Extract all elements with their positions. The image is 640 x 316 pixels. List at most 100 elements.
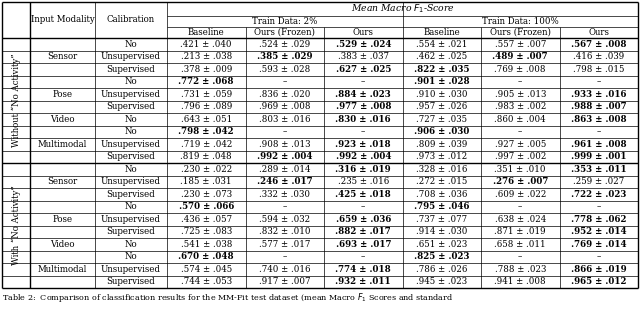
Text: .651 ± .023: .651 ± .023 — [416, 240, 467, 249]
Text: –: – — [283, 127, 287, 136]
Text: –: – — [518, 127, 522, 136]
Text: Sensor: Sensor — [47, 52, 77, 61]
Text: Supervised: Supervised — [107, 102, 156, 111]
Text: .462 ± .025: .462 ± .025 — [416, 52, 467, 61]
Text: .825 ± .023: .825 ± .023 — [414, 252, 470, 261]
Text: .927 ± .005: .927 ± .005 — [495, 140, 546, 149]
Text: .941 ± .008: .941 ± .008 — [495, 277, 546, 286]
Text: .803 ± .016: .803 ± .016 — [259, 115, 310, 124]
Text: .860 ± .004: .860 ± .004 — [495, 115, 546, 124]
Text: .772 ± .068: .772 ± .068 — [179, 77, 234, 86]
Text: .554 ± .021: .554 ± .021 — [416, 40, 467, 49]
Text: .997 ± .002: .997 ± .002 — [495, 152, 546, 161]
Text: .328 ± .016: .328 ± .016 — [416, 165, 467, 174]
Text: .489 ± .007: .489 ± .007 — [492, 52, 548, 61]
Text: .421 ± .040: .421 ± .040 — [180, 40, 232, 49]
Text: .659 ± .036: .659 ± .036 — [335, 215, 391, 224]
Text: Ours: Ours — [588, 28, 609, 37]
Text: .643 ± .051: .643 ± .051 — [180, 115, 232, 124]
Text: .289 ± .014: .289 ± .014 — [259, 165, 310, 174]
Text: –: – — [596, 202, 601, 211]
Text: .778 ± .062: .778 ± .062 — [571, 215, 627, 224]
Text: .740 ± .016: .740 ± .016 — [259, 265, 310, 274]
Text: .901 ± .028: .901 ± .028 — [414, 77, 470, 86]
Text: .722 ± .023: .722 ± .023 — [571, 190, 627, 199]
Text: –: – — [283, 77, 287, 86]
Text: .570 ± .066: .570 ± .066 — [179, 202, 234, 211]
Text: .796 ± .089: .796 ± .089 — [180, 102, 232, 111]
Text: –: – — [518, 252, 522, 261]
Text: Unsupervised: Unsupervised — [101, 177, 161, 186]
Text: .609 ± .022: .609 ± .022 — [495, 190, 546, 199]
Text: .774 ± .018: .774 ± .018 — [335, 265, 391, 274]
Text: .658 ± .011: .658 ± .011 — [495, 240, 546, 249]
Text: .727 ± .035: .727 ± .035 — [416, 115, 467, 124]
Text: .906 ± .030: .906 ± .030 — [414, 127, 469, 136]
Text: .594 ± .032: .594 ± .032 — [259, 215, 310, 224]
Text: –: – — [596, 127, 601, 136]
Text: .819 ± .048: .819 ± .048 — [180, 152, 232, 161]
Text: .965 ± .012: .965 ± .012 — [571, 277, 627, 286]
Text: Unsupervised: Unsupervised — [101, 140, 161, 149]
Text: .230 ± .073: .230 ± .073 — [180, 190, 232, 199]
Text: .383 ± .037: .383 ± .037 — [338, 52, 388, 61]
Text: Sensor: Sensor — [47, 177, 77, 186]
Text: .235 ± .016: .235 ± .016 — [338, 177, 389, 186]
Text: .961 ± .008: .961 ± .008 — [571, 140, 627, 149]
Text: –: – — [283, 202, 287, 211]
Text: .992 ± .004: .992 ± .004 — [257, 152, 312, 161]
Text: No: No — [125, 127, 138, 136]
Text: .353 ± .011: .353 ± .011 — [571, 165, 627, 174]
Text: .992 ± .004: .992 ± .004 — [335, 152, 391, 161]
Text: .529 ± .024: .529 ± .024 — [335, 40, 391, 49]
Text: .945 ± .023: .945 ± .023 — [416, 277, 467, 286]
Text: .988 ± .007: .988 ± .007 — [571, 102, 627, 111]
Text: .737 ± .077: .737 ± .077 — [416, 215, 467, 224]
Text: .983 ± .002: .983 ± .002 — [495, 102, 546, 111]
Text: Baseline: Baseline — [424, 28, 460, 37]
Text: .910 ± .030: .910 ± .030 — [416, 90, 467, 99]
Text: .882 ± .017: .882 ± .017 — [335, 227, 391, 236]
Text: –: – — [361, 202, 365, 211]
Text: .593 ± .028: .593 ± .028 — [259, 65, 310, 74]
Text: .425 ± .018: .425 ± .018 — [335, 190, 391, 199]
Text: Input Modality: Input Modality — [31, 15, 94, 25]
Text: Supervised: Supervised — [107, 65, 156, 74]
Text: .769 ± .014: .769 ± .014 — [571, 240, 627, 249]
Text: –: – — [596, 77, 601, 86]
Text: No: No — [125, 40, 138, 49]
Text: .708 ± .036: .708 ± .036 — [416, 190, 467, 199]
Text: .933 ± .016: .933 ± .016 — [571, 90, 627, 99]
Text: –: – — [361, 127, 365, 136]
Text: Video: Video — [51, 115, 75, 124]
Text: Pose: Pose — [52, 215, 72, 224]
Text: –: – — [361, 252, 365, 261]
Text: .786 ± .026: .786 ± .026 — [416, 265, 467, 274]
Text: .977 ± .008: .977 ± .008 — [335, 102, 391, 111]
Text: .905 ± .013: .905 ± .013 — [495, 90, 546, 99]
Text: No: No — [125, 165, 138, 174]
Text: With “No Activity”: With “No Activity” — [12, 185, 20, 265]
Text: .822 ± .035: .822 ± .035 — [414, 65, 470, 74]
Text: .969 ± .008: .969 ± .008 — [259, 102, 310, 111]
Text: .866 ± .019: .866 ± .019 — [571, 265, 627, 274]
Text: Supervised: Supervised — [107, 152, 156, 161]
Text: .351 ± .010: .351 ± .010 — [495, 165, 546, 174]
Text: Unsupervised: Unsupervised — [101, 90, 161, 99]
Text: .725 ± .083: .725 ± .083 — [180, 227, 232, 236]
Text: Train Data: 100%: Train Data: 100% — [482, 17, 559, 26]
Text: .638 ± .024: .638 ± .024 — [495, 215, 546, 224]
Text: .524 ± .029: .524 ± .029 — [259, 40, 310, 49]
Text: .557 ± .007: .557 ± .007 — [495, 40, 546, 49]
Text: Supervised: Supervised — [107, 277, 156, 286]
Text: .436 ± .057: .436 ± .057 — [180, 215, 232, 224]
Text: .316 ± .019: .316 ± .019 — [335, 165, 391, 174]
Text: .788 ± .023: .788 ± .023 — [495, 265, 546, 274]
Text: Unsupervised: Unsupervised — [101, 52, 161, 61]
Text: Table 2:  Comparison of classification results for the MM-Fit test dataset (mean: Table 2: Comparison of classification re… — [2, 291, 454, 304]
Text: .957 ± .026: .957 ± .026 — [416, 102, 467, 111]
Text: Supervised: Supervised — [107, 227, 156, 236]
Text: .952 ± .014: .952 ± .014 — [571, 227, 627, 236]
Text: .670 ± .048: .670 ± .048 — [179, 252, 234, 261]
Text: No: No — [125, 77, 138, 86]
